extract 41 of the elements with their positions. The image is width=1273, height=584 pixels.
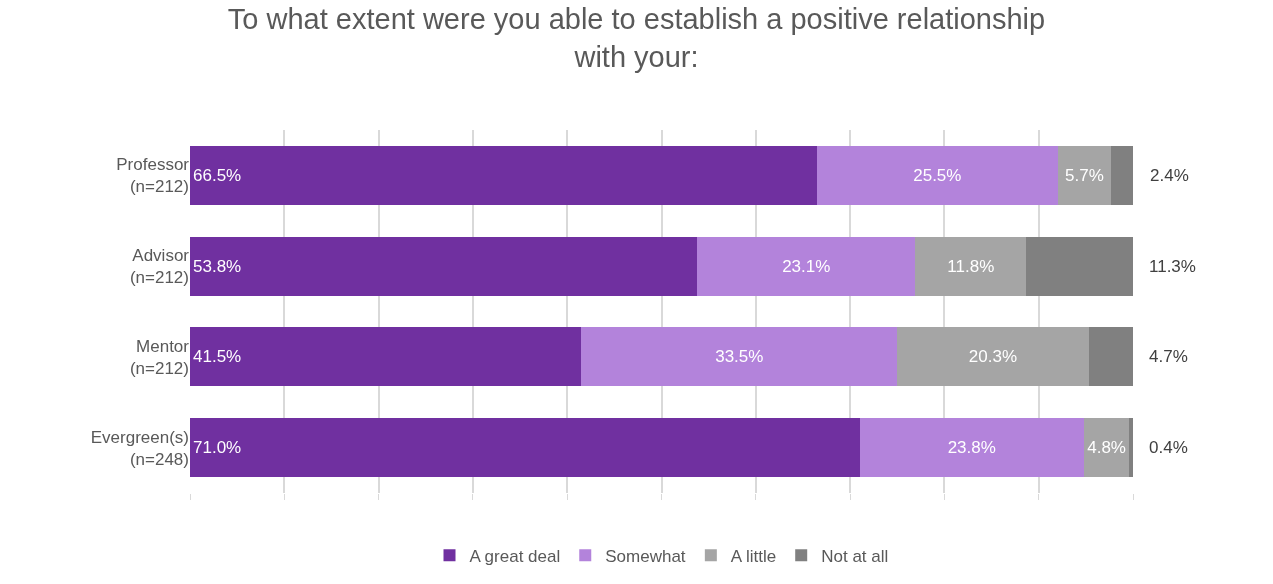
bar [1129, 418, 1133, 478]
y-tick-label: Evergreen(s) (n=248) [90, 427, 189, 469]
bar [1026, 236, 1133, 296]
bar [859, 418, 1084, 478]
data-label: 66.5% [193, 165, 242, 185]
bar [190, 236, 698, 296]
bar [581, 327, 898, 387]
bar [190, 145, 818, 205]
y-tick-label: Professor (n=212) [116, 155, 190, 197]
data-label: 2.4% [1150, 166, 1189, 185]
data-label: 23.1% [782, 256, 831, 276]
data-label: 23.8% [947, 438, 996, 458]
data-label: 71.0% [193, 438, 242, 458]
data-label: 11.8% [947, 256, 995, 276]
data-label: 4.7% [1149, 347, 1188, 366]
data-label: 20.3% [968, 347, 1018, 367]
data-label: 33.5% [715, 347, 764, 367]
y-tick-label: Mentor (n=212) [129, 336, 190, 378]
data-label: 25.5% [913, 165, 962, 185]
data-label: 41.5% [193, 347, 242, 367]
legend-label: A little [730, 546, 777, 566]
data-label: 0.4% [1149, 438, 1188, 457]
bar [1057, 145, 1112, 205]
bar [915, 236, 1027, 296]
legend-label: Somewhat [605, 546, 686, 566]
bar [1083, 418, 1130, 478]
bar [1111, 145, 1133, 205]
legend-label: Not at all [821, 546, 889, 566]
bar [697, 236, 916, 296]
data-label: 53.8% [193, 256, 242, 276]
data-label: 4.8% [1087, 438, 1126, 458]
bar [1088, 327, 1133, 387]
legend-label: A great deal [469, 546, 561, 566]
data-label: 5.7% [1065, 165, 1104, 185]
chart-title: To what extent were you able to establish a positive relationship with your: [227, 3, 1046, 73]
bar [190, 327, 582, 387]
bar [817, 145, 1058, 205]
bar [897, 327, 1089, 387]
data-label: 11.3% [1149, 257, 1196, 276]
y-tick-label: Advisor (n=212) [129, 246, 190, 288]
bar [190, 418, 860, 478]
